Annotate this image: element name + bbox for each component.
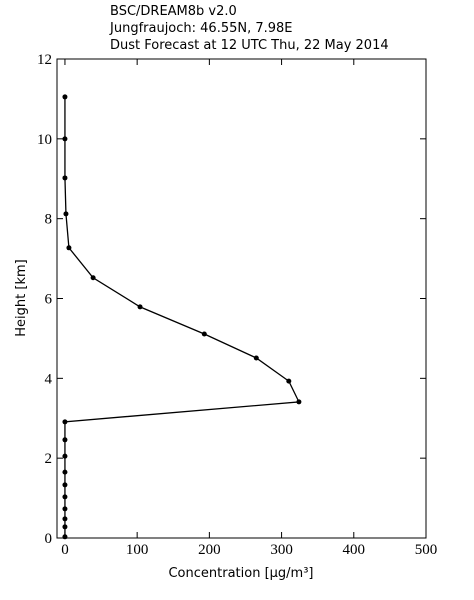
- x-tick-label: 200: [198, 542, 221, 558]
- data-point: [63, 211, 69, 217]
- x-tick-label: 400: [343, 542, 366, 558]
- data-point: [201, 331, 207, 337]
- x-tick-label: 0: [61, 542, 69, 558]
- data-point: [62, 516, 68, 522]
- data-point: [90, 275, 96, 281]
- y-tick-label: 2: [45, 451, 53, 467]
- data-point: [62, 469, 68, 475]
- data-point: [137, 304, 143, 310]
- x-tick-label: 500: [415, 542, 438, 558]
- x-tick-label: 300: [270, 542, 293, 558]
- y-tick-label: 6: [45, 292, 53, 308]
- data-point: [62, 534, 68, 540]
- data-point: [286, 378, 292, 384]
- title-line: Dust Forecast at 12 UTC Thu, 22 May 2014: [110, 38, 389, 53]
- data-point: [296, 399, 302, 405]
- data-point: [62, 453, 68, 459]
- y-tick-label: 12: [37, 52, 52, 68]
- title-line: BSC/DREAM8b v2.0: [110, 4, 237, 19]
- title-line: Jungfraujoch: 46.55N, 7.98E: [109, 21, 293, 36]
- plot-frame: [56, 58, 427, 539]
- data-point: [62, 437, 68, 443]
- data-point: [62, 136, 68, 142]
- data-point: [62, 494, 68, 500]
- data-point: [62, 506, 68, 512]
- y-tick-label: 8: [45, 212, 53, 228]
- data-point: [66, 245, 72, 251]
- y-axis-label: Height [km]: [14, 259, 29, 336]
- data-point: [62, 94, 68, 100]
- x-axis-label: Concentration [μg/m³]: [168, 566, 313, 581]
- y-tick-label: 4: [45, 371, 53, 387]
- y-tick-label: 10: [37, 132, 52, 148]
- y-tick-label: 0: [45, 531, 53, 547]
- profile-line: [64, 96, 300, 537]
- data-point: [62, 524, 68, 530]
- data-point: [62, 482, 68, 488]
- x-tick-label: 100: [126, 542, 149, 558]
- data-point: [62, 175, 68, 181]
- data-point: [253, 355, 259, 361]
- data-point: [62, 419, 68, 425]
